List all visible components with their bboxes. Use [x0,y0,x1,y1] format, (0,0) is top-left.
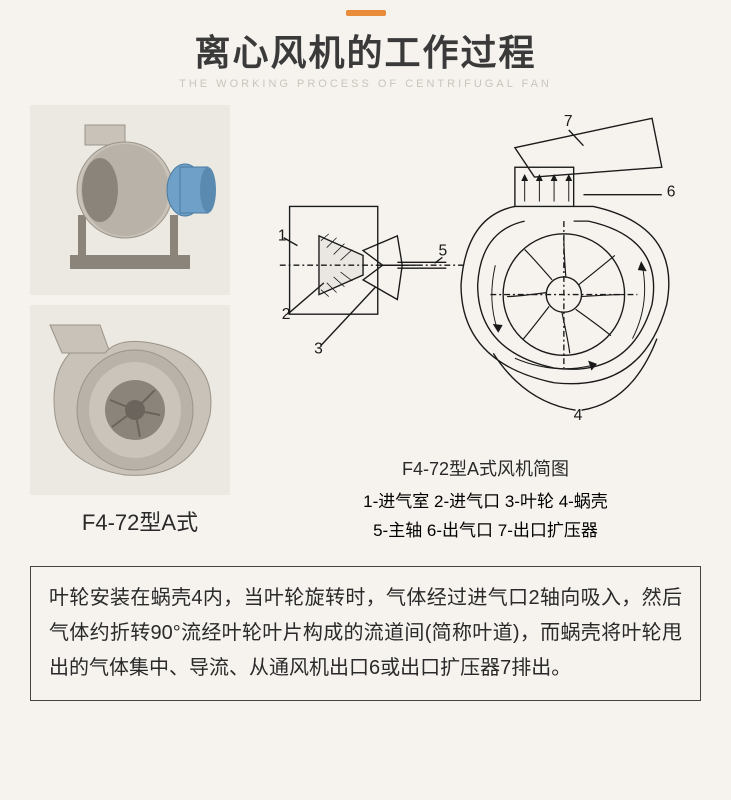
legend-line-1: 1-进气室 2-进气口 3-叶轮 4-蜗壳 [270,488,701,517]
title-english: THE WORKING PROCESS OF CENTRIFUGAL FAN [0,78,731,90]
svg-text:7: 7 [564,113,573,130]
svg-text:6: 6 [667,184,676,201]
accent-bar [346,10,386,16]
diagram-legend: 1-进气室 2-进气口 3-叶轮 4-蜗壳 5-主轴 6-出气口 7-出口扩压器 [270,488,701,546]
description-text: 叶轮安装在蜗壳4内，当叶轮旋转时，气体经过进气口2轴向吸入，然后气体约折转90°… [49,587,682,679]
svg-text:5: 5 [438,242,447,259]
diagram-caption: F4-72型A式风机简图 [270,455,701,484]
legend-line-2: 5-主轴 6-出气口 7-出口扩压器 [270,517,701,546]
model-label: F4-72型A式 [30,505,250,537]
content-row: F4-72型A式 7 6 [0,90,731,546]
schematic-diagram: 7 6 4 [270,105,701,445]
svg-text:1: 1 [278,228,287,245]
svg-text:2: 2 [282,306,291,323]
fan-photo-assembly [30,105,230,295]
right-column: 7 6 4 [270,105,701,546]
description-box: 叶轮安装在蜗壳4内，当叶轮旋转时，气体经过进气口2轴向吸入，然后气体约折转90°… [30,566,701,701]
left-column: F4-72型A式 [30,105,250,546]
fan-photo-housing [30,305,230,495]
svg-text:3: 3 [314,340,323,357]
title-chinese: 离心风机的工作过程 [0,24,731,76]
page-header: 离心风机的工作过程 THE WORKING PROCESS OF CENTRIF… [0,0,731,90]
